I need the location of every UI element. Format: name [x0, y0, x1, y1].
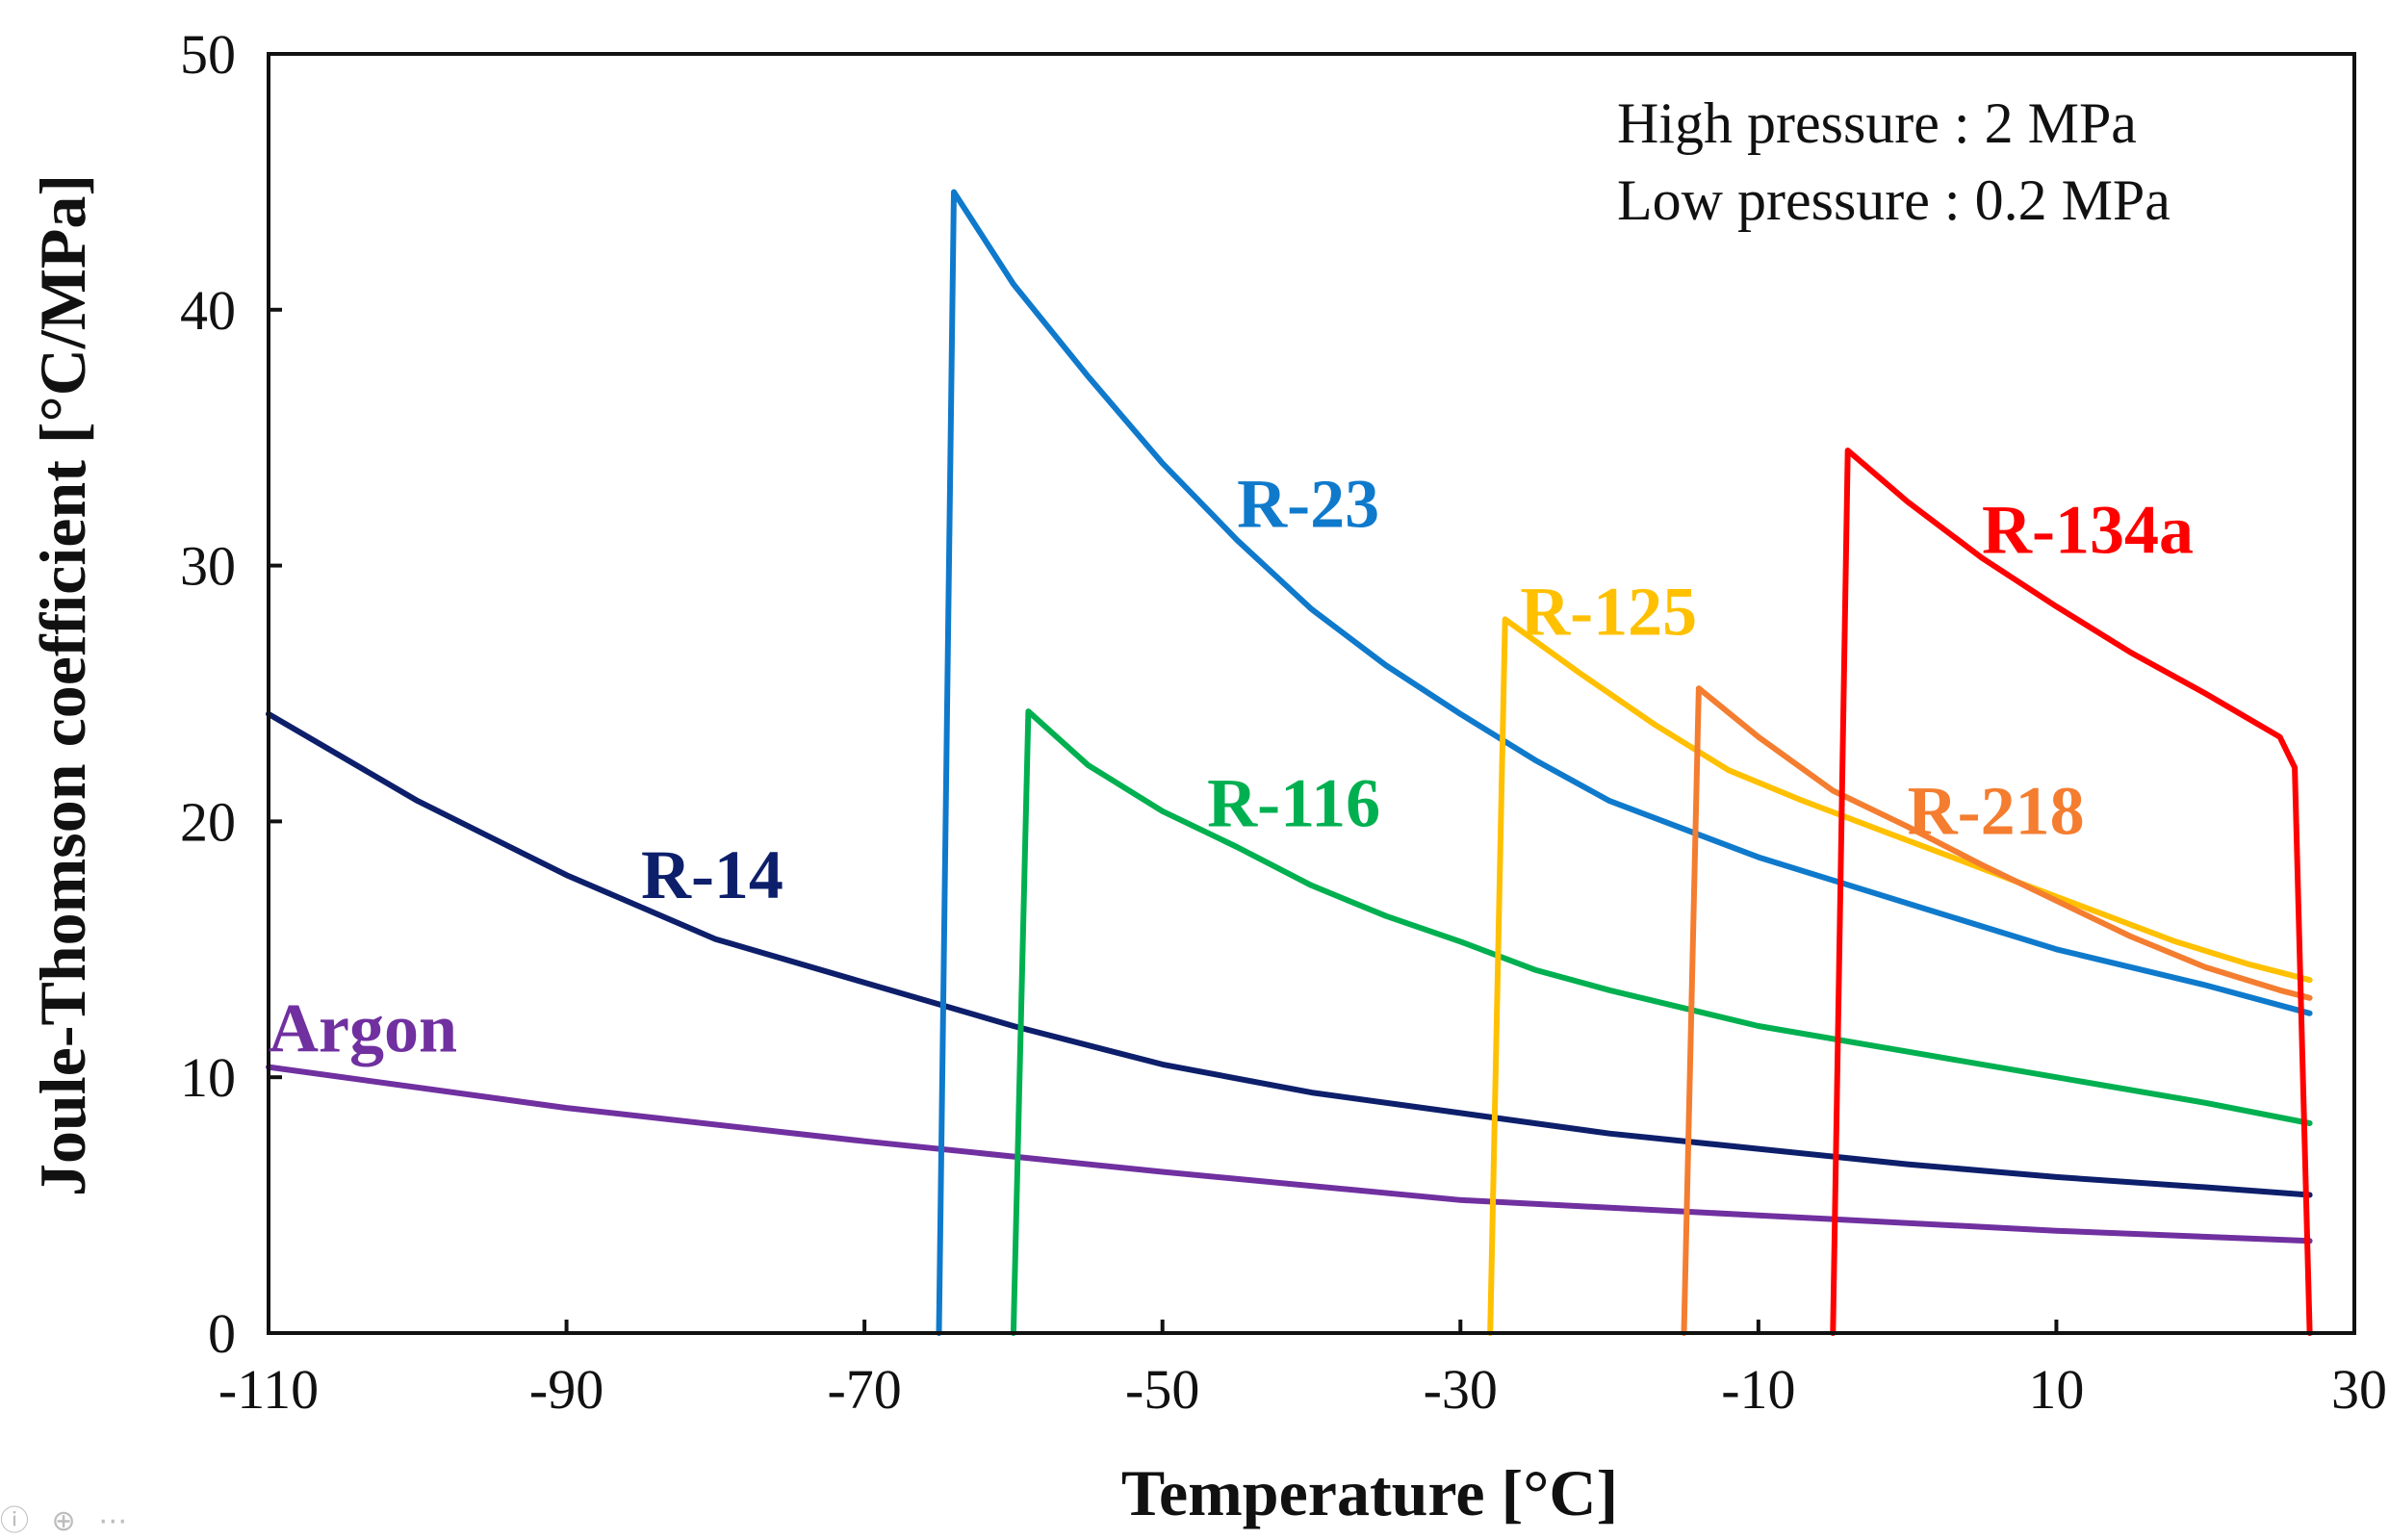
x-tick-label: -30 — [1424, 1358, 1498, 1421]
series-label-r-125: R-125 — [1520, 573, 1697, 650]
x-tick-label: -90 — [529, 1358, 604, 1421]
series-label-r-14: R-14 — [641, 836, 783, 913]
viewer-controls: ⓘ ⊕ ⋯ — [0, 1497, 141, 1539]
series-label-r-218: R-218 — [1908, 773, 2085, 850]
series-line-r-116 — [1010, 708, 2313, 1336]
tick-marks — [267, 52, 2356, 1335]
zoom-icon[interactable]: ⊕ — [51, 1504, 76, 1538]
series-label-r-116: R-116 — [1207, 765, 1380, 842]
series-line-r-14 — [266, 710, 2313, 1198]
y-tick-label: 10 — [180, 1046, 236, 1109]
plot-frame — [267, 52, 2356, 1335]
series-lines — [266, 189, 2313, 1336]
more-icon[interactable]: ⋯ — [98, 1504, 128, 1538]
y-tick-label: 0 — [208, 1302, 236, 1365]
x-tick-label: -10 — [1721, 1358, 1795, 1421]
y-tick-label: 40 — [180, 279, 236, 342]
series-label-r-23: R-23 — [1237, 466, 1379, 543]
y-tick-label: 30 — [180, 535, 236, 598]
x-axis-title: Temperature [°C] — [1121, 1456, 1618, 1529]
series-line-r-125 — [1487, 616, 2313, 1336]
y-tick-labels: 0 10 20 30 40 50 — [180, 23, 236, 1365]
series-line-argon — [266, 1064, 2313, 1245]
series-line-r-134a — [1830, 448, 2313, 1336]
series-labels: Argon R-14 R-23 R-116 R-125 R-218 R-134a — [269, 466, 2194, 1067]
series-label-r-134a: R-134a — [1982, 491, 2194, 568]
y-axis-title: Joule-Thomson coefficient [°C/MPa] — [26, 174, 99, 1196]
series-label-argon: Argon — [269, 990, 457, 1067]
y-tick-label: 20 — [180, 790, 236, 853]
y-tick-label: 50 — [180, 23, 236, 86]
x-tick-labels: -110 -90 -70 -50 -30 -10 10 30 — [218, 1358, 2387, 1421]
x-tick-label: 30 — [2331, 1358, 2387, 1421]
annotation-high-pressure: High pressure : 2 MPa — [1617, 91, 2137, 155]
x-tick-label: -110 — [218, 1358, 319, 1421]
series-line-r-218 — [1681, 685, 2313, 1336]
annotation-low-pressure: Low pressure : 0.2 MPa — [1617, 168, 2171, 232]
x-tick-label: -50 — [1125, 1358, 1199, 1421]
info-icon[interactable]: ⓘ — [0, 1504, 29, 1538]
series-line-r-23 — [936, 189, 2313, 1336]
x-tick-label: -70 — [827, 1358, 901, 1421]
x-tick-label: 10 — [2028, 1358, 2084, 1421]
